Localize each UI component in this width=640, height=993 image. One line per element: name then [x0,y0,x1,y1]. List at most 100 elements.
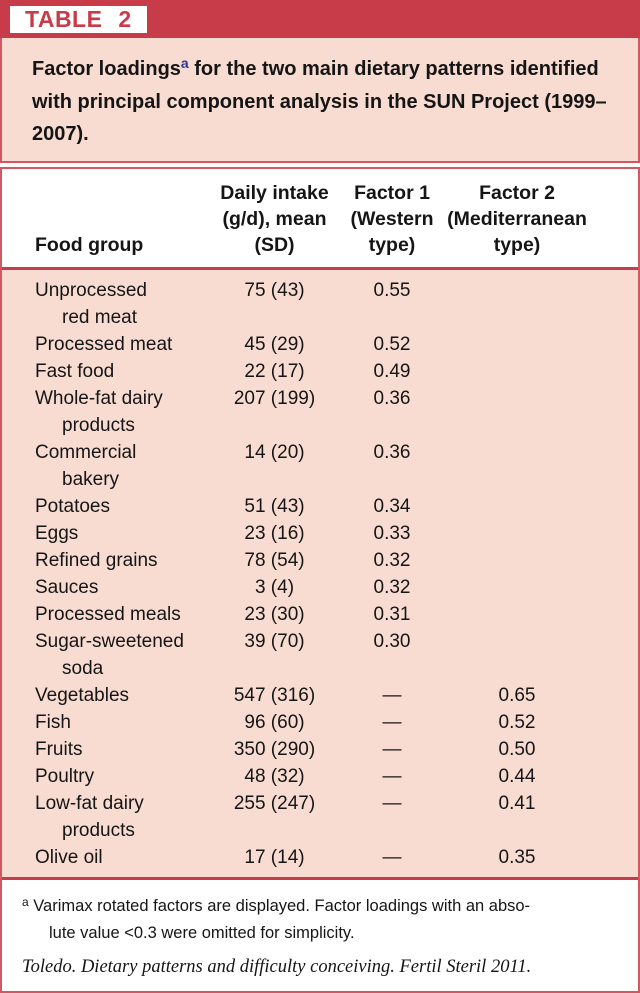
factor2-cell: 0.52 [498,712,536,733]
factor1-cell: 0.55 [373,280,411,301]
table-row: Olive oil 17 (14) — 0.35 [2,844,638,871]
food-group-line: bakery [62,469,120,490]
food-group-line: Olive oil [35,847,103,868]
food-group-cell: Commercial bakery [2,439,217,493]
daily-intake-cell: 96 (60) [244,712,305,733]
table-row: Sauces 3 (4) 0.32 [2,574,638,601]
table-row: Unprocessed red meat 75 (43) 0.55 [2,277,638,331]
table-row: Fish 96 (60) — 0.52 [2,709,638,736]
table-row: Fruits 350 (290) — 0.50 [2,736,638,763]
table-row: Poultry 48 (32) — 0.44 [2,763,638,790]
food-group-line: Vegetables [35,685,130,706]
daily-intake-cell: 23 (16) [244,523,305,544]
factor2-cell: 0.65 [498,685,536,706]
factor1-cell: 0.32 [373,577,411,598]
daily-intake-cell: 45 (29) [244,334,305,355]
food-group-cell: Eggs [2,520,217,547]
table-caption: Factor loadingsa for the two main dietar… [0,38,640,163]
table-row: Vegetables 547 (316) — 0.65 [2,682,638,709]
food-group-line: Potatoes [35,496,110,517]
food-group-cell: Olive oil [2,844,217,871]
food-group-cell: Fruits [2,736,217,763]
food-group-cell: Processed meat [2,331,217,358]
factor2-cell: 0.50 [498,739,536,760]
daily-intake-cell: 22 (17) [244,361,305,382]
food-group-line: Fish [35,712,71,733]
data-table: Food group Daily intake (g/d), mean (SD)… [0,167,640,993]
table-row: Whole-fat dairy products 207 (199) 0.36 [2,385,638,439]
table-footnote: a Varimax rotated factors are displayed.… [2,877,638,991]
caption-text-pre: Factor loadings [32,58,181,80]
caption-superscript: a [180,55,189,71]
caption-text-post: for the two main dietary patterns identi… [32,58,607,145]
factor1-cell: — [382,766,402,787]
daily-intake-cell: 23 (30) [244,604,305,625]
factor1-cell: 0.36 [373,442,411,463]
daily-intake-cell: 75 (43) [244,280,305,301]
column-header-factor1: Factor 1 (Western type) [350,182,434,256]
food-group-cell: Low-fat dairy products [2,790,217,844]
table-row: Sugar-sweetened soda 39 (70) 0.30 [2,628,638,682]
factor2-cell: 0.35 [498,847,536,868]
footnote-text-2: lute value <0.3 were omitted for simplic… [49,924,355,942]
daily-intake-cell: 14 (20) [244,442,305,463]
column-header-food-group: Food group [35,234,144,256]
food-group-cell: Potatoes [2,493,217,520]
food-group-line: products [62,820,135,841]
food-group-line: Refined grains [35,550,158,571]
daily-intake-cell: 78 (54) [244,550,305,571]
factor1-cell: 0.30 [373,631,411,652]
table-row: Eggs 23 (16) 0.33 [2,520,638,547]
daily-intake-cell: 51 (43) [244,496,305,517]
factor1-cell: — [382,739,402,760]
footnote-superscript: a [22,895,29,909]
food-group-line: Whole-fat dairy [35,388,163,409]
factor1-cell: 0.52 [373,334,411,355]
daily-intake-cell: 17 (14) [244,847,305,868]
table-row: Low-fat dairy products 255 (247) — 0.41 [2,790,638,844]
table-body: Unprocessed red meat 75 (43) 0.55 Process… [2,270,638,877]
factor1-cell: 0.33 [373,523,411,544]
food-group-line: Commercial [35,442,137,463]
table-row: Potatoes 51 (43) 0.34 [2,493,638,520]
daily-intake-cell: 255 (247) [233,793,316,814]
daily-intake-cell: 207 (199) [233,388,316,409]
food-group-line: Poultry [35,766,95,787]
factor1-cell: 0.36 [373,388,411,409]
factor2-cell: 0.41 [498,793,536,814]
food-group-line: products [62,415,135,436]
daily-intake-cell: 350 (290) [233,739,316,760]
food-group-cell: Whole-fat dairy products [2,385,217,439]
factor1-cell: 0.34 [373,496,411,517]
food-group-line: Eggs [35,523,79,544]
table-header-bar: TABLE 2 [0,0,640,38]
food-group-cell: Poultry [2,763,217,790]
table-row: Processed meat 45 (29) 0.52 [2,331,638,358]
footnote-line-1: a Varimax rotated factors are displayed.… [22,893,614,920]
factor1-cell: — [382,847,402,868]
citation-text: Toledo. Dietary patterns and difficulty … [22,957,532,977]
food-group-line: red meat [62,307,137,328]
footnote-text-1: Varimax rotated factors are displayed. F… [33,897,531,915]
food-group-line: Sauces [35,577,99,598]
factor1-cell: — [382,685,402,706]
food-group-cell: Sauces [2,574,217,601]
food-group-line: Low-fat dairy [35,793,144,814]
food-group-cell: Vegetables [2,682,217,709]
food-group-line: soda [62,658,104,679]
factor1-cell: 0.31 [373,604,411,625]
factor2-cell: 0.44 [498,766,536,787]
factor1-cell: 0.32 [373,550,411,571]
daily-intake-cell: 547 (316) [233,685,316,706]
table-number-badge: TABLE 2 [10,6,147,33]
food-group-cell: Fast food [2,358,217,385]
food-group-cell: Processed meals [2,601,217,628]
column-header-factor2: Factor 2 (Mediterranean type) [447,182,587,256]
food-group-line: Sugar-sweetened [35,631,184,652]
table-row: Fast food 22 (17) 0.49 [2,358,638,385]
food-group-line: Processed meat [35,334,173,355]
food-group-cell: Refined grains [2,547,217,574]
table-row: Processed meals 23 (30) 0.31 [2,601,638,628]
table-header-row: Food group Daily intake (g/d), mean (SD)… [2,169,638,270]
